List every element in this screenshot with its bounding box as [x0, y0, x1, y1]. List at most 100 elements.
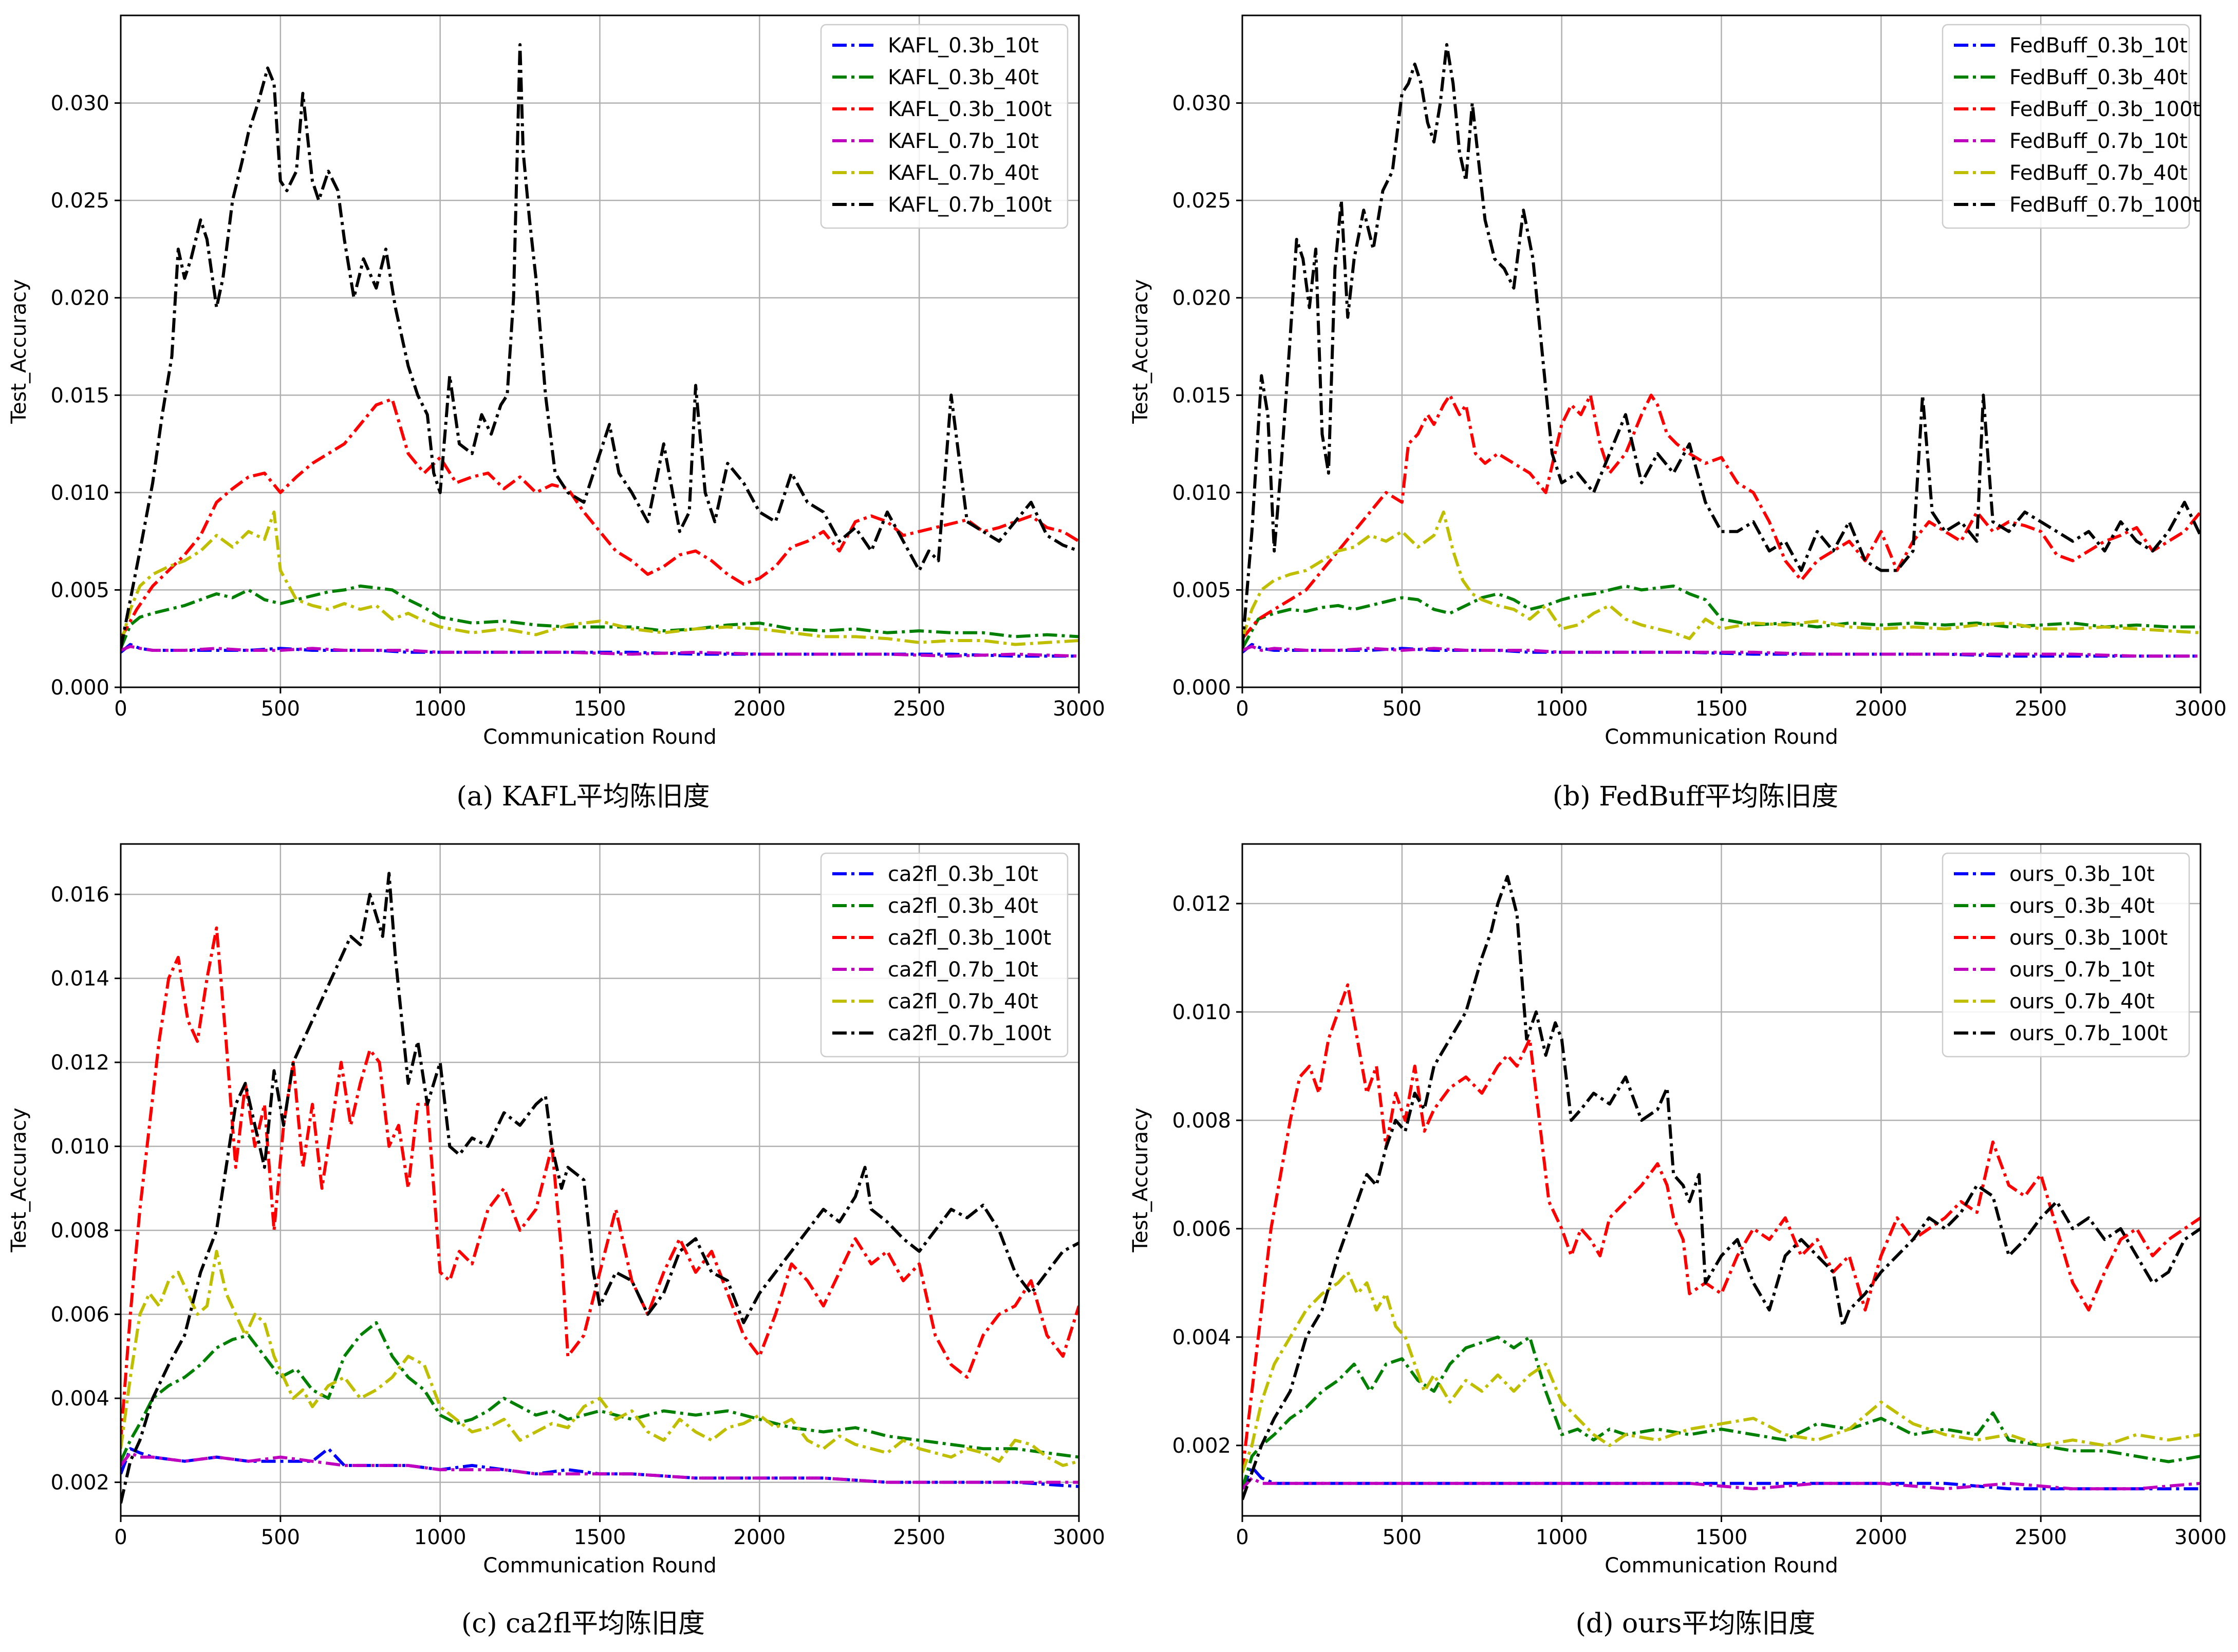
legend-entry: ca2fl_0.3b_10t [888, 862, 1038, 886]
x-tick-label: 1500 [574, 1526, 626, 1549]
y-tick-label: 0.030 [50, 92, 109, 116]
legend-entry: ca2fl_0.7b_100t [888, 1022, 1051, 1045]
chart-panel-1: 0 500 1000 1500 2000 2500 3000 0.000 0.005 0.010 0… [7, 14, 1105, 812]
x-tick-label: 1000 [1536, 1526, 1588, 1549]
series-lines [1242, 875, 2200, 1500]
x-tick-label: 2000 [1855, 697, 1907, 721]
legend-frame [1942, 24, 2190, 229]
series-line-FedBuff_0.7b_40t [1242, 510, 2200, 641]
chart-caption: (b) FedBuff平均陈旧度 [1553, 781, 1838, 812]
y-tick-label: 0.002 [50, 1471, 109, 1495]
x-tick-label: 3000 [2174, 1526, 2227, 1549]
series-line-ours_0.3b_100t [1242, 983, 2200, 1473]
series-lines [1242, 43, 2200, 658]
y-tick-label: 0.012 [1172, 892, 1231, 916]
y-tick-label: 0.010 [1172, 1001, 1231, 1024]
x-axis-label: Communication Round [1605, 1554, 1838, 1578]
series-line-KAFL_0.7b_100t [121, 43, 1079, 649]
x-tick-label: 1000 [414, 1526, 467, 1549]
series-line-ours_0.3b_40t [1242, 1335, 2200, 1490]
series-line-FedBuff_0.3b_40t [1242, 584, 2200, 649]
series-line-FedBuff_0.7b_10t [1242, 645, 2200, 658]
x-tick-label: 2500 [2015, 1526, 2067, 1549]
y-tick-label: 0.000 [50, 676, 109, 700]
y-tick-label: 0.020 [1172, 287, 1231, 310]
series-line-ca2fl_0.3b_100t [121, 926, 1079, 1441]
legend: ours_0.3b_10t ours_0.3b_40t ours_0.3b_100t… [1942, 852, 2190, 1058]
x-tick-label: 3000 [1053, 1526, 1105, 1549]
legend-entry: FedBuff_0.7b_40t [2009, 161, 2188, 185]
legend-entry: FedBuff_0.3b_100t [2009, 98, 2200, 121]
x-axis-label: Communication Round [1605, 725, 1838, 749]
y-tick-label: 0.015 [50, 384, 109, 407]
series-line-KAFL_0.3b_40t [121, 584, 1079, 649]
legend-frame [820, 24, 1069, 229]
y-tick-label: 0.016 [50, 883, 109, 907]
legend-entry: ours_0.7b_10t [2009, 958, 2155, 982]
legend-entry: FedBuff_0.7b_10t [2009, 129, 2188, 153]
y-tick-label: 0.006 [50, 1303, 109, 1327]
y-tick-label: 0.010 [50, 1135, 109, 1159]
series-line-FedBuff_0.7b_100t [1242, 43, 2200, 649]
legend-entry: ca2fl_0.7b_10t [888, 958, 1038, 982]
x-tick-label: 500 [1383, 697, 1422, 721]
legend-entry: KAFL_0.7b_10t [888, 129, 1039, 153]
x-tick-label: 0 [1236, 697, 1248, 721]
x-tick-label: 0 [1236, 1526, 1248, 1549]
x-tick-label: 1500 [1695, 1526, 1748, 1549]
x-tick-label: 2000 [733, 697, 786, 721]
chart-caption: (c) ca2fl平均陈旧度 [461, 1608, 705, 1639]
x-axis-label: Communication Round [483, 725, 717, 749]
x-tick-label: 0 [114, 1526, 127, 1549]
x-tick-label: 3000 [2174, 697, 2227, 721]
y-tick-label: 0.000 [1172, 676, 1231, 700]
y-axis-label: Test_Accuracy [7, 279, 31, 424]
y-tick-label: 0.008 [1172, 1109, 1231, 1133]
y-tick-label: 0.030 [1172, 92, 1231, 116]
chart-panel-3: 0 500 1000 1500 2000 2500 3000 0.002 0.004 0.006 0… [7, 843, 1105, 1639]
x-tick-label: 500 [1383, 1526, 1422, 1549]
y-tick-label: 0.020 [50, 287, 109, 310]
y-tick-label: 0.002 [1172, 1434, 1231, 1458]
y-tick-label: 0.008 [50, 1219, 109, 1243]
series-lines [121, 43, 1079, 658]
x-tick-label: 1500 [574, 697, 626, 721]
legend-entry: ours_0.7b_100t [2009, 1022, 2168, 1045]
x-tick-label: 500 [261, 697, 300, 721]
y-tick-label: 0.004 [1172, 1326, 1231, 1349]
legend-entry: FedBuff_0.3b_40t [2009, 66, 2188, 89]
x-tick-label: 2000 [1855, 1526, 1907, 1549]
x-tick-label: 2500 [2015, 697, 2067, 721]
series-line-ca2fl_0.3b_40t [121, 1321, 1079, 1462]
legend-entry: ours_0.3b_100t [2009, 926, 2168, 950]
x-tick-label: 1000 [1536, 697, 1588, 721]
y-tick-label: 0.014 [50, 967, 109, 991]
chart-caption: (d) ours平均陈旧度 [1576, 1608, 1816, 1639]
x-tick-label: 1500 [1695, 697, 1748, 721]
y-tick-label: 0.012 [50, 1051, 109, 1075]
series-line-KAFL_0.7b_10t [121, 645, 1079, 658]
legend-entry: ca2fl_0.3b_100t [888, 926, 1051, 950]
series-line-KAFL_0.3b_100t [121, 397, 1079, 640]
y-tick-label: 0.004 [50, 1387, 109, 1411]
x-tick-label: 500 [261, 1526, 300, 1549]
y-tick-label: 0.005 [50, 578, 109, 602]
legend-entry: FedBuff_0.7b_100t [2009, 193, 2200, 217]
legend: FedBuff_0.3b_10t FedBuff_0.3b_40t FedBuff_… [1942, 24, 2200, 229]
series-line-ca2fl_0.7b_100t [121, 872, 1079, 1504]
legend-entry: KAFL_0.7b_100t [888, 193, 1052, 217]
legend-entry: KAFL_0.3b_100t [888, 98, 1052, 121]
chart-caption: (a) KAFL平均陈旧度 [456, 781, 710, 812]
series-line-KAFL_0.7b_40t [121, 510, 1079, 646]
x-tick-label: 2000 [733, 1526, 786, 1549]
y-tick-label: 0.010 [1172, 481, 1231, 505]
y-axis-label: Test_Accuracy [1129, 279, 1152, 424]
series-line-ca2fl_0.7b_10t [121, 1451, 1079, 1484]
series-line-FedBuff_0.3b_100t [1242, 393, 2200, 640]
y-tick-label: 0.015 [1172, 384, 1231, 407]
y-axis-label: Test_Accuracy [7, 1107, 31, 1252]
y-tick-label: 0.025 [50, 189, 109, 213]
y-tick-label: 0.005 [1172, 578, 1231, 602]
series-lines [121, 872, 1079, 1504]
